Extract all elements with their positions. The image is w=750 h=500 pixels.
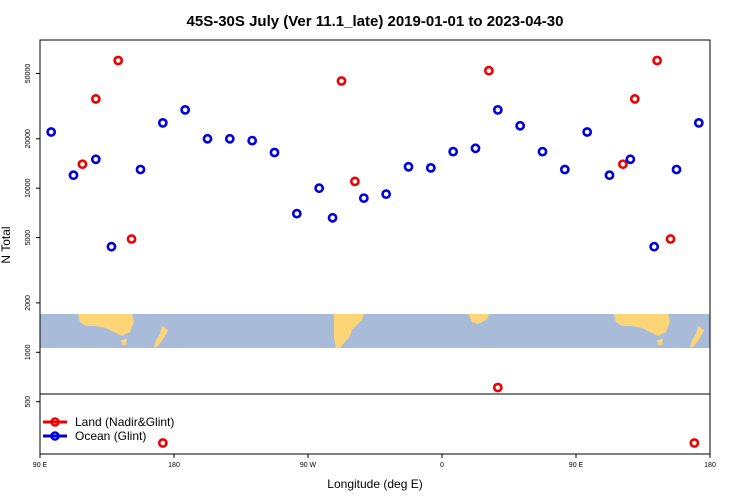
point-ocean (582, 127, 593, 137)
point-land (483, 65, 494, 76)
point-ocean (403, 161, 414, 172)
y-tick-label: 10000 (25, 178, 32, 198)
point-ocean (327, 212, 338, 223)
point-ocean (693, 117, 704, 128)
point-ocean (625, 154, 636, 165)
point-ocean (46, 127, 57, 137)
point-ocean (314, 183, 325, 194)
point-land (652, 55, 663, 66)
x-tick-label: 90 W (300, 462, 317, 469)
point-ocean (425, 162, 436, 173)
plot-frame (39, 39, 711, 455)
point-ocean (291, 208, 302, 219)
point-land (157, 438, 168, 448)
point-land (629, 94, 640, 104)
legend-land-label: Land (Nadir&Glint) (75, 415, 174, 429)
x-tick-label: 180 (704, 462, 716, 469)
point-ocean (247, 135, 258, 146)
y-tick-label: 500 (25, 396, 32, 408)
point-land (349, 176, 360, 187)
point-ocean (470, 143, 481, 154)
point-ocean (269, 147, 280, 158)
map-land-africa (468, 314, 490, 324)
y-tick-label: 5000 (25, 230, 32, 246)
y-tick-label: 20000 (25, 129, 32, 149)
chart-title: 45S-30S July (Ver 11.1_late) 2019-01-01 … (187, 13, 564, 30)
point-land (126, 234, 137, 244)
x-tick-label: 90 E (569, 462, 584, 469)
legend-land-marker (50, 417, 60, 427)
point-ocean (604, 170, 615, 181)
world-map-band (40, 314, 710, 348)
y-tick-label: 50000 (25, 64, 32, 84)
point-ocean (448, 146, 459, 157)
point-ocean (202, 133, 213, 144)
point-land (77, 159, 88, 170)
point-ocean (671, 164, 682, 175)
point-ocean (358, 193, 369, 204)
point-land (618, 159, 628, 170)
point-ocean (224, 133, 235, 144)
map-land-tasmania (121, 339, 127, 345)
x-tick-label: 180 (168, 462, 180, 469)
point-ocean (515, 120, 526, 131)
map-land-new-zealand-repeat (690, 326, 704, 348)
x-tick-label: 90 E (33, 462, 48, 469)
legend: Land (Nadir&Glint) Ocean (Glint) (43, 415, 174, 443)
legend-ocean-marker (50, 431, 60, 441)
map-land-australia-repeat (614, 314, 670, 336)
point-ocean (157, 117, 168, 128)
point-ocean (381, 189, 392, 200)
data-points (46, 55, 704, 448)
point-ocean (649, 241, 660, 252)
point-ocean (135, 164, 146, 175)
y-tick-label: 2000 (25, 295, 32, 311)
map-land-australia (78, 314, 134, 336)
point-ocean (180, 105, 191, 115)
x-axis-label: Longitude (deg E) (327, 477, 422, 491)
point-ocean (68, 170, 79, 181)
map-land-new-zealand (154, 326, 168, 348)
map-land-tasmania-repeat (657, 339, 663, 345)
map-ocean (40, 314, 710, 348)
x-tick-label: 0 (440, 462, 444, 469)
point-ocean (90, 154, 101, 165)
map-land-south-america (334, 314, 364, 348)
point-ocean (559, 164, 570, 175)
y-axis-label: N Total (0, 226, 13, 263)
point-land (665, 234, 676, 244)
point-ocean (492, 105, 503, 115)
point-land (492, 382, 503, 393)
y-tick-label: 1000 (25, 344, 32, 360)
point-land (90, 94, 101, 104)
point-ocean (106, 241, 117, 252)
point-ocean (537, 146, 548, 157)
y-axis: 500 1000 2000 5000 10000 20000 50000 (25, 64, 40, 408)
point-land (336, 76, 347, 86)
point-land (113, 55, 124, 66)
point-land (689, 438, 700, 448)
legend-ocean-label: Ocean (Glint) (75, 429, 146, 443)
x-axis: 90 E 180 90 W 0 90 E 180 (33, 454, 716, 469)
